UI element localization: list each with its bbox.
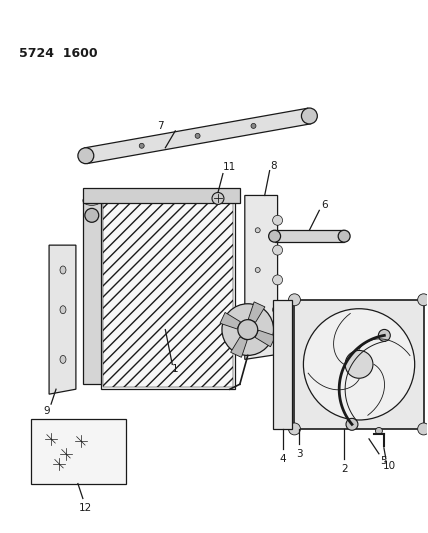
Text: 1: 1 [172,365,178,374]
Ellipse shape [273,275,282,285]
Ellipse shape [303,309,415,420]
Ellipse shape [288,294,300,306]
Polygon shape [255,330,276,347]
Text: 5: 5 [380,456,387,466]
Text: 7: 7 [157,121,163,131]
Ellipse shape [255,317,260,322]
Ellipse shape [251,124,256,128]
Ellipse shape [273,215,282,225]
Ellipse shape [60,356,66,364]
Ellipse shape [78,148,94,164]
Text: 10: 10 [383,461,396,471]
Bar [101,196,235,389]
Polygon shape [84,108,311,164]
Text: 4: 4 [279,454,286,464]
Polygon shape [49,245,76,394]
Ellipse shape [338,230,350,242]
Polygon shape [231,337,247,357]
Ellipse shape [346,418,358,430]
Text: 11: 11 [223,161,237,172]
Text: 5724  1600: 5724 1600 [19,47,98,60]
Bar [294,300,424,429]
Ellipse shape [418,294,428,306]
Ellipse shape [255,228,260,233]
Ellipse shape [269,230,281,242]
Polygon shape [220,312,241,329]
Text: 9: 9 [44,406,51,416]
Ellipse shape [83,196,101,205]
Ellipse shape [222,304,273,356]
Ellipse shape [60,306,66,314]
Bar [83,188,240,204]
Text: 12: 12 [79,504,92,513]
Bar [31,419,125,483]
Ellipse shape [212,192,224,205]
Ellipse shape [255,268,260,272]
Bar [83,200,101,384]
Ellipse shape [345,351,373,378]
Ellipse shape [195,133,200,139]
Ellipse shape [273,305,282,314]
Text: 2: 2 [341,464,348,474]
Polygon shape [248,302,265,322]
Ellipse shape [273,245,282,255]
Ellipse shape [375,427,382,434]
Text: 8: 8 [270,160,277,171]
Ellipse shape [418,423,428,435]
Bar [103,197,233,387]
Text: 6: 6 [321,200,327,211]
Bar [273,300,292,429]
Polygon shape [245,196,278,359]
Text: 3: 3 [296,449,303,459]
Ellipse shape [273,325,282,335]
Ellipse shape [139,143,144,148]
Bar [275,230,344,242]
Ellipse shape [60,266,66,274]
Ellipse shape [288,423,300,435]
Ellipse shape [238,320,258,340]
Ellipse shape [85,208,99,222]
Ellipse shape [378,329,390,341]
Ellipse shape [301,108,317,124]
